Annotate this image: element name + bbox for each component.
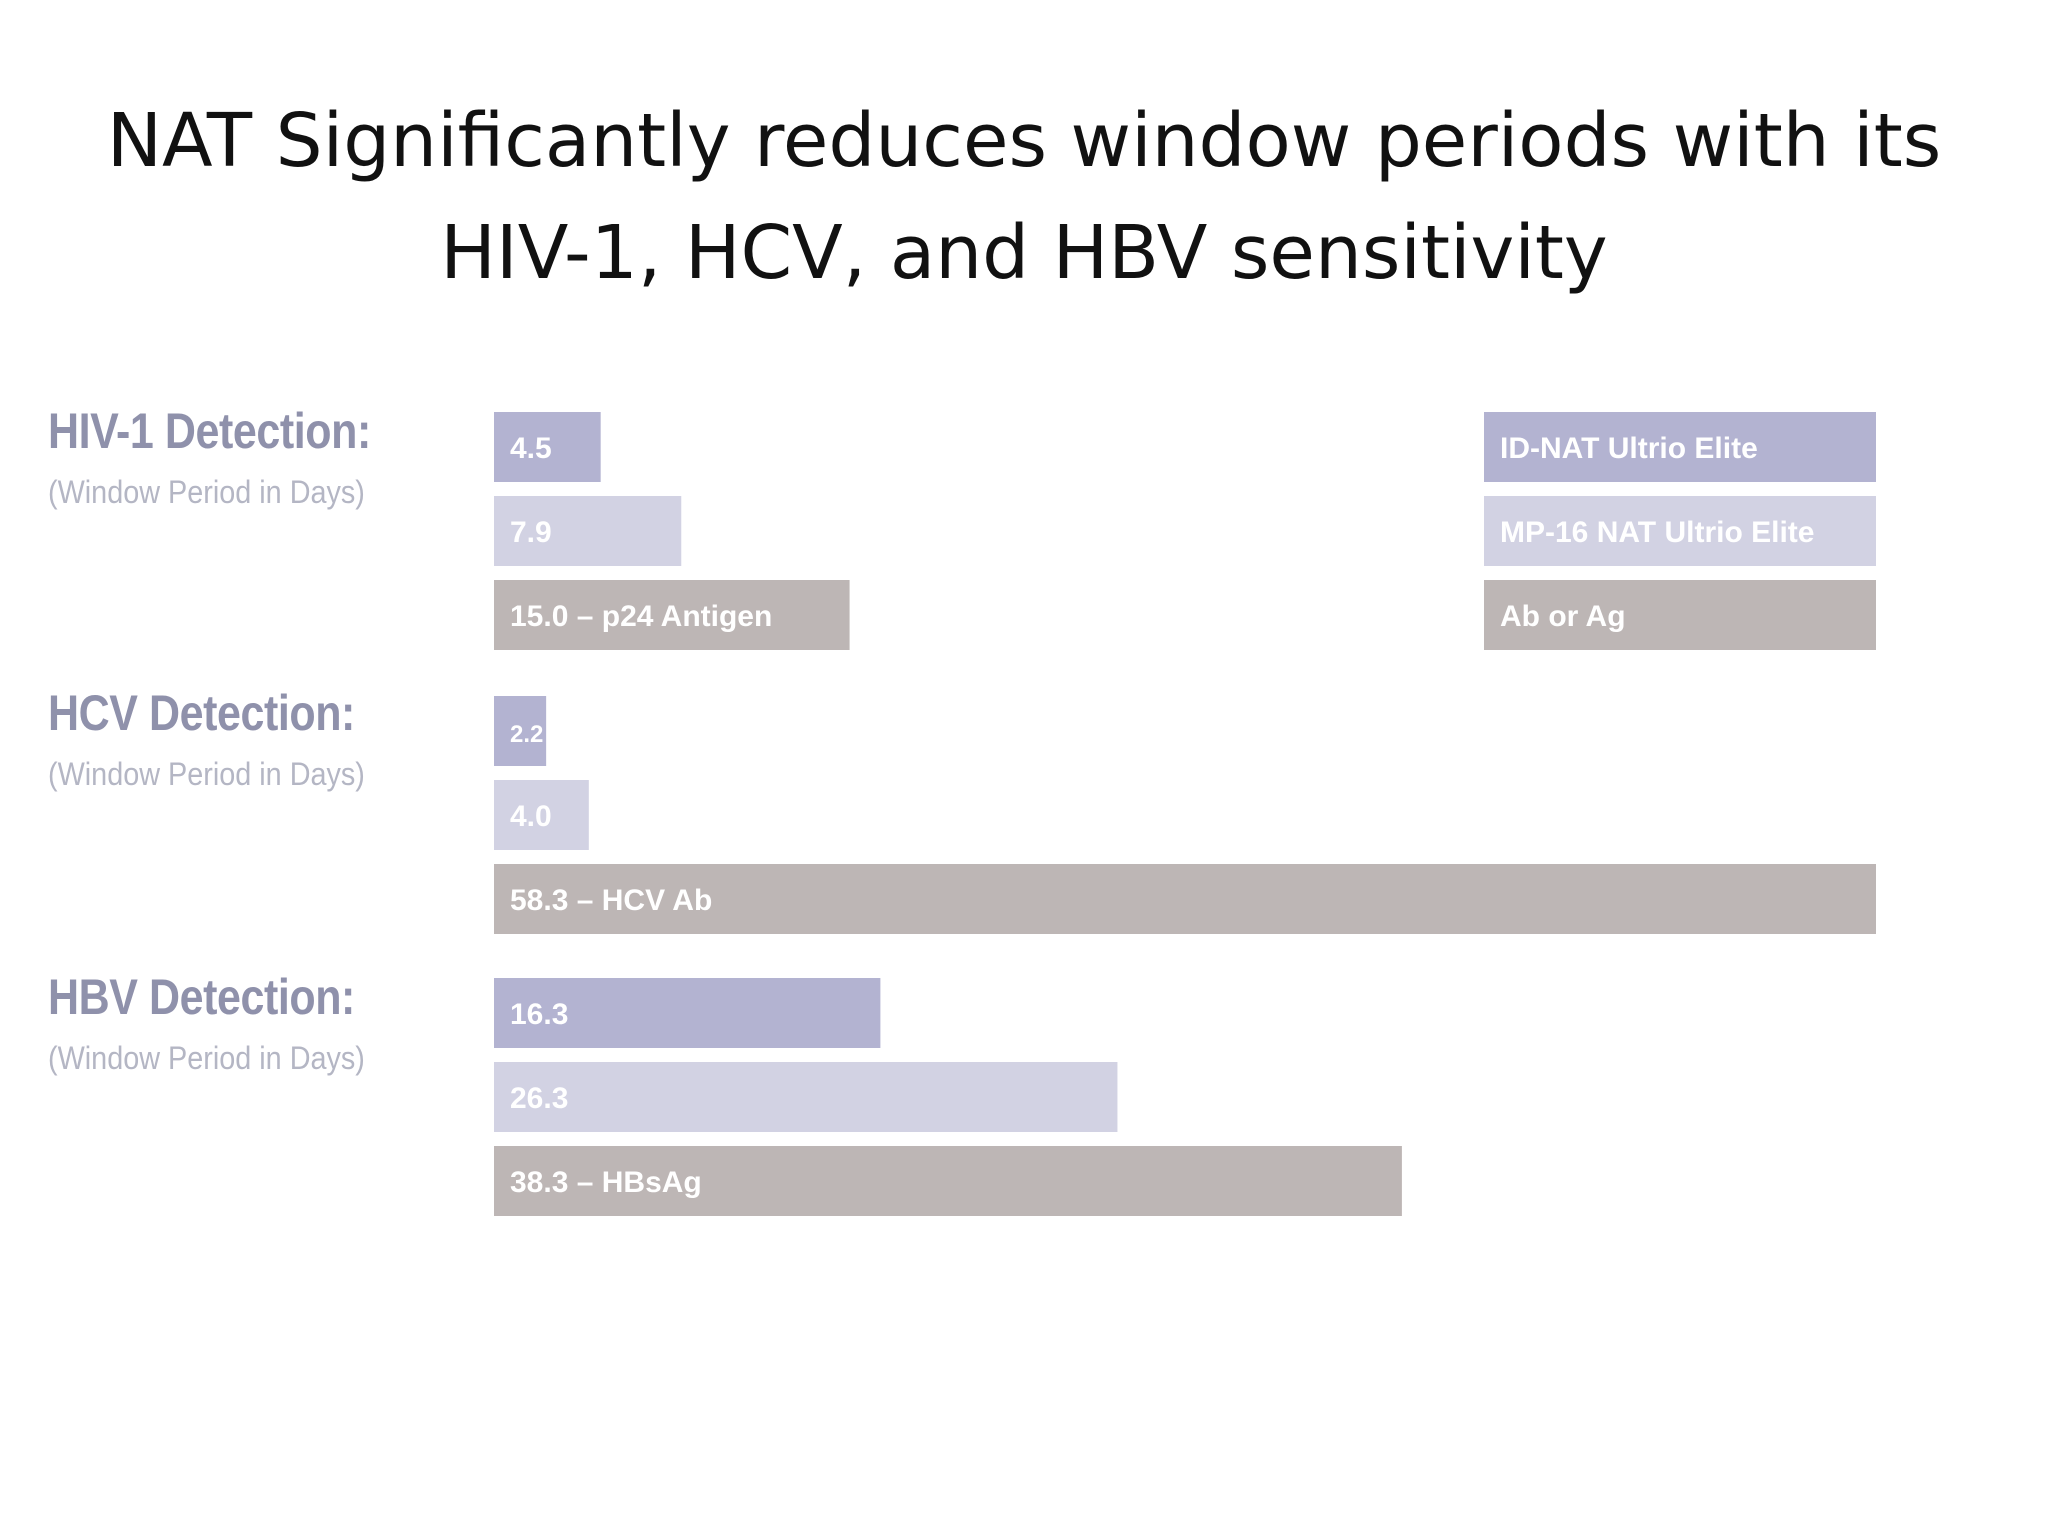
bar-0-2 [494,580,850,650]
bar-label-0-0: 4.5 [510,432,552,465]
bar-label-2-1: 26.3 [510,1082,568,1115]
legend-label-0: ID-NAT Ultrio Elite [1500,432,1758,465]
bar-label-1-0: 2.2 [510,721,543,748]
group-title-hbv: HBV Detection: [48,969,355,1025]
group-subtitle-hiv: (Window Period in Days) [48,474,365,510]
legend-swatch-0 [1484,412,1876,482]
group-subtitle-hbv: (Window Period in Days) [48,1040,365,1076]
bar-label-1-1: 4.0 [510,800,552,833]
legend-swatch-1 [1484,496,1876,566]
bar-2-2 [494,1146,1402,1216]
bar-1-1 [494,780,589,850]
bar-label-2-0: 16.3 [510,998,568,1031]
bar-label-2-2: 38.3 – HBsAg [510,1166,702,1199]
group-title-hcv: HCV Detection: [48,685,355,741]
slide-title-line-2: HIV-1, HCV, and HBV sensitivity [440,210,1608,296]
group-label-hcv: HCV Detection: (Window Period in Days) [48,684,405,793]
legend-label-2: Ab or Ag [1500,600,1626,633]
group-label-hiv: HIV-1 Detection: (Window Period in Days) [48,402,423,511]
bar-label-0-1: 7.9 [510,516,552,549]
group-label-hbv: HBV Detection: (Window Period in Days) [48,968,405,1077]
legend-swatch-2 [1484,580,1876,650]
bar-2-1 [494,1062,1118,1132]
slide-title: NAT Significantly reduces window periods… [0,85,2048,309]
bar-0-0 [494,412,601,482]
group-subtitle-hcv: (Window Period in Days) [48,756,365,792]
bar-0-1 [494,496,682,566]
bar-1-2 [494,864,1876,934]
bar-label-0-2: 15.0 – p24 Antigen [510,600,772,633]
legend-label-1: MP-16 NAT Ultrio Elite [1500,516,1814,549]
group-title-hiv: HIV-1 Detection: [48,403,371,459]
bar-label-1-2: 58.3 – HCV Ab [510,884,712,917]
bar-1-0 [494,696,547,766]
slide-title-line-1: NAT Significantly reduces window periods… [106,98,1942,184]
bar-2-0 [494,978,881,1048]
